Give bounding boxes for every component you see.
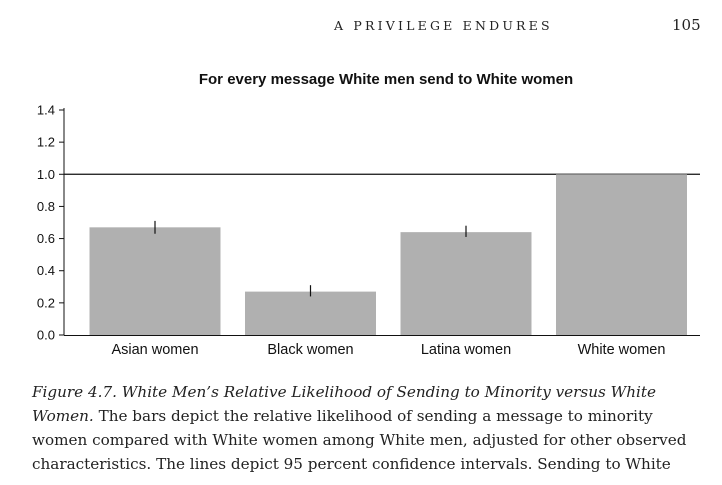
bars — [89, 174, 687, 335]
bar-chart: For every message White men send to Whit… — [37, 71, 700, 358]
y-tick-label: 1.4 — [37, 103, 55, 118]
category-label: Black women — [267, 342, 353, 358]
running-header: A PRIVILEGE ENDURES 105 — [0, 16, 722, 36]
chart-container: For every message White men send to Whit… — [0, 60, 722, 370]
caption-body: The bars depict the relative likelihood … — [32, 407, 687, 473]
y-axis: 0.0 0.2 0.4 0.6 0.8 1.0 1.2 1.4 — [37, 103, 700, 343]
chart-title: For every message White men send to Whit… — [199, 71, 573, 88]
caption-label: Figure 4.7. — [32, 383, 117, 401]
y-tick-label: 1.0 — [37, 167, 55, 182]
y-tick-label: 0.0 — [37, 328, 55, 343]
y-tick-label: 0.2 — [37, 295, 55, 310]
y-tick-label: 0.8 — [37, 199, 55, 214]
y-tick-label: 1.2 — [37, 135, 55, 150]
running-title: A PRIVILEGE ENDURES — [334, 18, 553, 33]
figure-caption: Figure 4.7. White Men’s Relative Likelih… — [32, 380, 712, 476]
caption-heading: White Men’s Relative Likelihood of Sendi… — [32, 383, 656, 425]
bar — [245, 291, 376, 335]
y-tick-label: 0.4 — [37, 263, 55, 278]
category-label: White women — [578, 342, 666, 358]
category-label: Asian women — [111, 342, 198, 358]
bar — [556, 174, 687, 335]
category-labels: Asian women Black women Latina women White … — [111, 342, 665, 358]
page-number: 105 — [672, 16, 701, 34]
y-tick-label: 0.6 — [37, 231, 55, 246]
bar — [400, 232, 532, 335]
bar — [89, 227, 221, 335]
category-label: Latina women — [421, 342, 511, 358]
